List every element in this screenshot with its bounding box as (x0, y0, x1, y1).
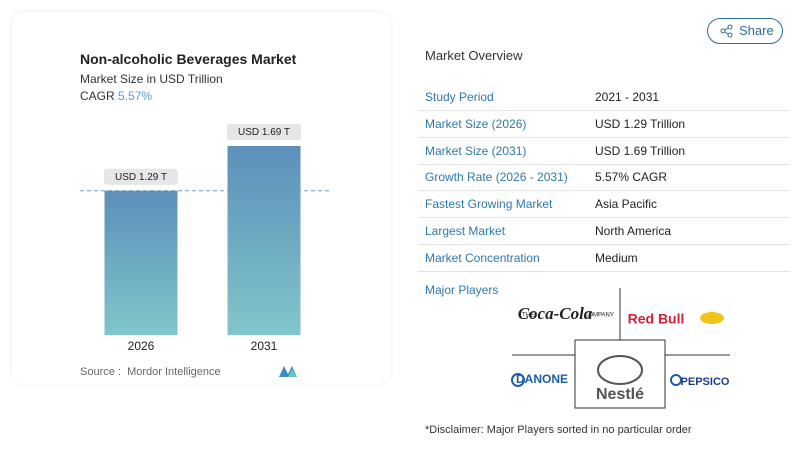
disclaimer: *Disclaimer: Major Players sorted in no … (425, 424, 692, 436)
source-name: Mordor Intelligence (127, 366, 221, 378)
share-label: Share (739, 23, 774, 38)
value-label: USD 1.29 T (115, 172, 167, 183)
overview-row: Market Concentration Medium (418, 245, 790, 272)
chart-subtitle: Market Size in USD Trillion (80, 72, 223, 86)
row-label: Fastest Growing Market (425, 197, 553, 212)
row-value: North America (595, 224, 672, 238)
bar (104, 190, 178, 335)
source: Source : Mordor Intelligence (80, 366, 221, 378)
x-tick-label: 2031 (251, 339, 278, 353)
cagr-label: CAGR (80, 89, 115, 103)
row-label: Study Period (425, 90, 494, 104)
share-icon (720, 24, 733, 38)
source-label: Source : (80, 366, 121, 378)
player-logo: PEPSICO (681, 376, 730, 388)
row-label: Market Size (2031) (425, 143, 527, 158)
player-logo: Coca-Cola (518, 304, 593, 323)
overview-row: Study Period 2021 - 2031 (418, 84, 790, 111)
players-title: Major Players (425, 283, 499, 297)
row-label: Market Concentration (425, 250, 540, 265)
row-value: 5.57% CAGR (595, 170, 668, 185)
overview-row: Market Size (2026) USD 1.29 Trillion (418, 111, 790, 138)
overview-title: Market Overview (425, 48, 523, 63)
value-label-box (227, 124, 301, 140)
row-label: Market Size (2026) (425, 116, 527, 131)
row-label: Largest Market (425, 224, 506, 238)
cagr: CAGR 5.57% (80, 89, 152, 103)
chart-card (12, 12, 390, 384)
player-logos: Coca-Cola THE COMPANY Red Bull DANONE Ne… (511, 288, 730, 409)
row-value: USD 1.29 Trillion (595, 116, 686, 131)
row-value: Medium (595, 250, 638, 265)
overview-row: Growth Rate (2026 - 2031) 5.57% CAGR (418, 164, 790, 192)
overview-row: Fastest Growing Market Asia Pacific (418, 191, 790, 219)
row-value: USD 1.69 Trillion (595, 143, 686, 158)
chart: USD 1.29 T 2026 USD 1.69 T 2031 (80, 124, 330, 377)
player-logo: Nestlé (596, 386, 644, 403)
logo-decor: COMPANY (584, 313, 614, 319)
row-value: Asia Pacific (595, 197, 658, 212)
player-logo: DANONE (516, 372, 568, 386)
value-label-box (104, 168, 178, 185)
value-label: USD 1.69 T (238, 127, 290, 138)
logo-decor: THE (522, 313, 534, 319)
cagr-value: 5.57% (118, 89, 153, 103)
chart-title: Non-alcoholic Beverages Market (80, 51, 297, 67)
row-value: 2021 - 2031 (595, 90, 660, 104)
source-logo (279, 366, 297, 377)
overview-row: Market Size (2031) USD 1.69 Trillion (418, 138, 790, 165)
bar (227, 146, 301, 335)
share-button[interactable]: Share (707, 18, 783, 44)
x-tick-label: 2026 (128, 339, 155, 353)
row-label: Growth Rate (2026 - 2031) (425, 170, 568, 185)
player-logo: Red Bull (628, 311, 685, 327)
overview-row: Largest Market North America (418, 218, 790, 245)
